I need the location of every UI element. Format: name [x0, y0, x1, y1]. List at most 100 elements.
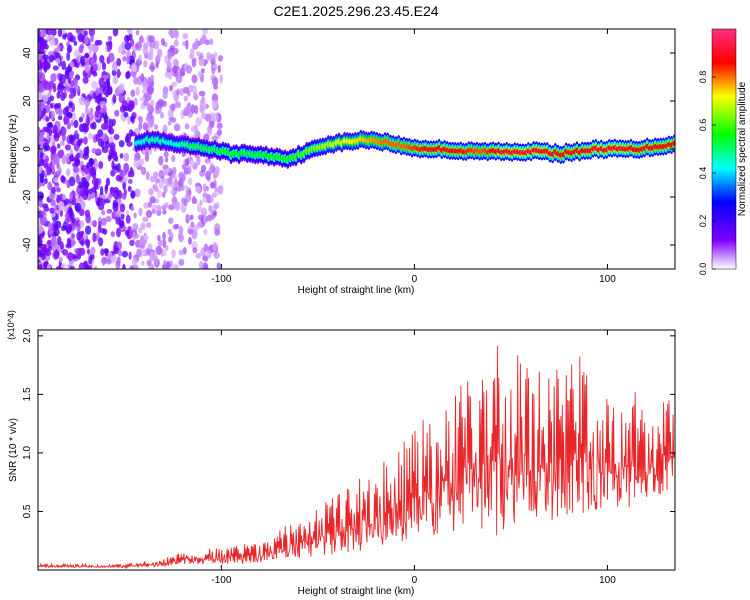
noise-blob	[144, 152, 150, 162]
noise-blob	[65, 105, 70, 113]
noise-blob	[133, 76, 139, 85]
noise-blob	[134, 188, 141, 198]
noise-blob	[164, 157, 169, 163]
snr-x-ticks: -100 0 100	[211, 330, 616, 586]
noise-blob	[193, 91, 198, 98]
noise-blob	[43, 206, 50, 212]
noise-blob	[49, 103, 54, 109]
noise-blob	[94, 39, 100, 46]
noise-blob	[138, 207, 143, 217]
noise-blob	[108, 193, 112, 201]
noise-blob	[162, 92, 168, 100]
noise-blob	[86, 116, 91, 127]
noise-blob	[212, 76, 219, 85]
noise-blob	[43, 80, 51, 91]
noise-blob	[102, 104, 107, 114]
snr-y-ticks: 0.5 1.0 1.5 2.0	[22, 328, 675, 518]
noise-blob	[55, 57, 61, 64]
noise-blob	[100, 248, 105, 256]
noise-blob	[146, 222, 152, 228]
noise-blob	[85, 106, 89, 116]
noise-blob	[203, 213, 207, 224]
noise-blob	[74, 129, 78, 136]
noise-blob	[64, 144, 71, 151]
noise-blob	[68, 107, 73, 113]
noise-blob	[211, 100, 218, 108]
noise-blob	[67, 111, 73, 119]
y-tick-label: 0	[22, 146, 33, 152]
noise-blob	[143, 42, 149, 50]
noise-blob	[178, 177, 184, 187]
noise-blob	[198, 260, 204, 269]
noise-blob	[105, 216, 112, 223]
noise-blob	[213, 84, 219, 90]
noise-blob	[70, 153, 74, 161]
noise-blob	[65, 223, 73, 233]
noise-blob	[213, 202, 218, 211]
noise-blob	[92, 220, 97, 228]
noise-blob	[38, 72, 46, 82]
noise-blob	[42, 126, 49, 132]
noise-blob	[173, 123, 181, 132]
noise-blob	[38, 263, 43, 269]
noise-blob	[141, 81, 149, 89]
spectrogram-noise	[38, 29, 224, 269]
noise-blob	[39, 40, 45, 50]
noise-blob	[50, 110, 56, 120]
noise-blob	[94, 160, 99, 170]
noise-blob	[199, 199, 203, 206]
noise-blob	[64, 212, 71, 220]
noise-blob	[111, 118, 116, 127]
y-tick-label: 1.0	[22, 446, 33, 460]
noise-blob	[66, 45, 72, 54]
noise-blob	[202, 255, 209, 262]
noise-blob	[106, 208, 113, 214]
noise-blob	[174, 101, 182, 109]
noise-blob	[91, 148, 98, 154]
noise-blob	[42, 54, 49, 60]
noise-blob	[107, 124, 112, 133]
noise-blob	[65, 84, 71, 92]
noise-blob	[187, 177, 193, 186]
noise-blob	[155, 41, 160, 48]
noise-blob	[42, 261, 48, 269]
noise-blob	[190, 125, 197, 133]
noise-blob	[194, 38, 199, 47]
noise-blob	[99, 55, 105, 64]
noise-blob	[41, 169, 45, 179]
noise-blob	[78, 181, 83, 189]
noise-blob	[84, 239, 91, 247]
noise-blob	[149, 196, 156, 204]
colorbar-ticks: 0.0 0.2 0.4 0.6 0.8	[698, 71, 716, 275]
noise-blob	[133, 160, 139, 168]
noise-blob	[76, 139, 82, 147]
noise-blob	[201, 206, 206, 214]
noise-blob	[66, 237, 71, 247]
noise-blob	[211, 135, 218, 141]
noise-blob	[95, 86, 99, 96]
noise-blob	[171, 47, 179, 55]
noise-blob	[82, 261, 88, 269]
noise-blob	[49, 95, 55, 102]
noise-blob	[115, 260, 121, 269]
noise-blob	[156, 204, 161, 211]
noise-blob	[52, 65, 59, 71]
x-tick-label: 0	[412, 274, 418, 285]
noise-blob	[111, 160, 115, 170]
noise-blob	[187, 228, 194, 235]
noise-blob	[128, 251, 132, 261]
noise-blob	[188, 54, 194, 59]
noise-blob	[198, 58, 205, 66]
noise-blob	[43, 145, 51, 152]
noise-blob	[49, 207, 55, 214]
noise-blob	[95, 133, 100, 142]
noise-blob	[189, 159, 195, 167]
y-tick-label: -20	[22, 189, 33, 204]
noise-blob	[201, 112, 207, 120]
snr-multiplier-label: (x10^4)	[6, 310, 16, 340]
noise-blob	[145, 116, 151, 122]
noise-blob	[105, 258, 112, 265]
noise-blob	[68, 101, 73, 108]
noise-blob	[58, 256, 63, 263]
noise-blob	[118, 44, 124, 54]
